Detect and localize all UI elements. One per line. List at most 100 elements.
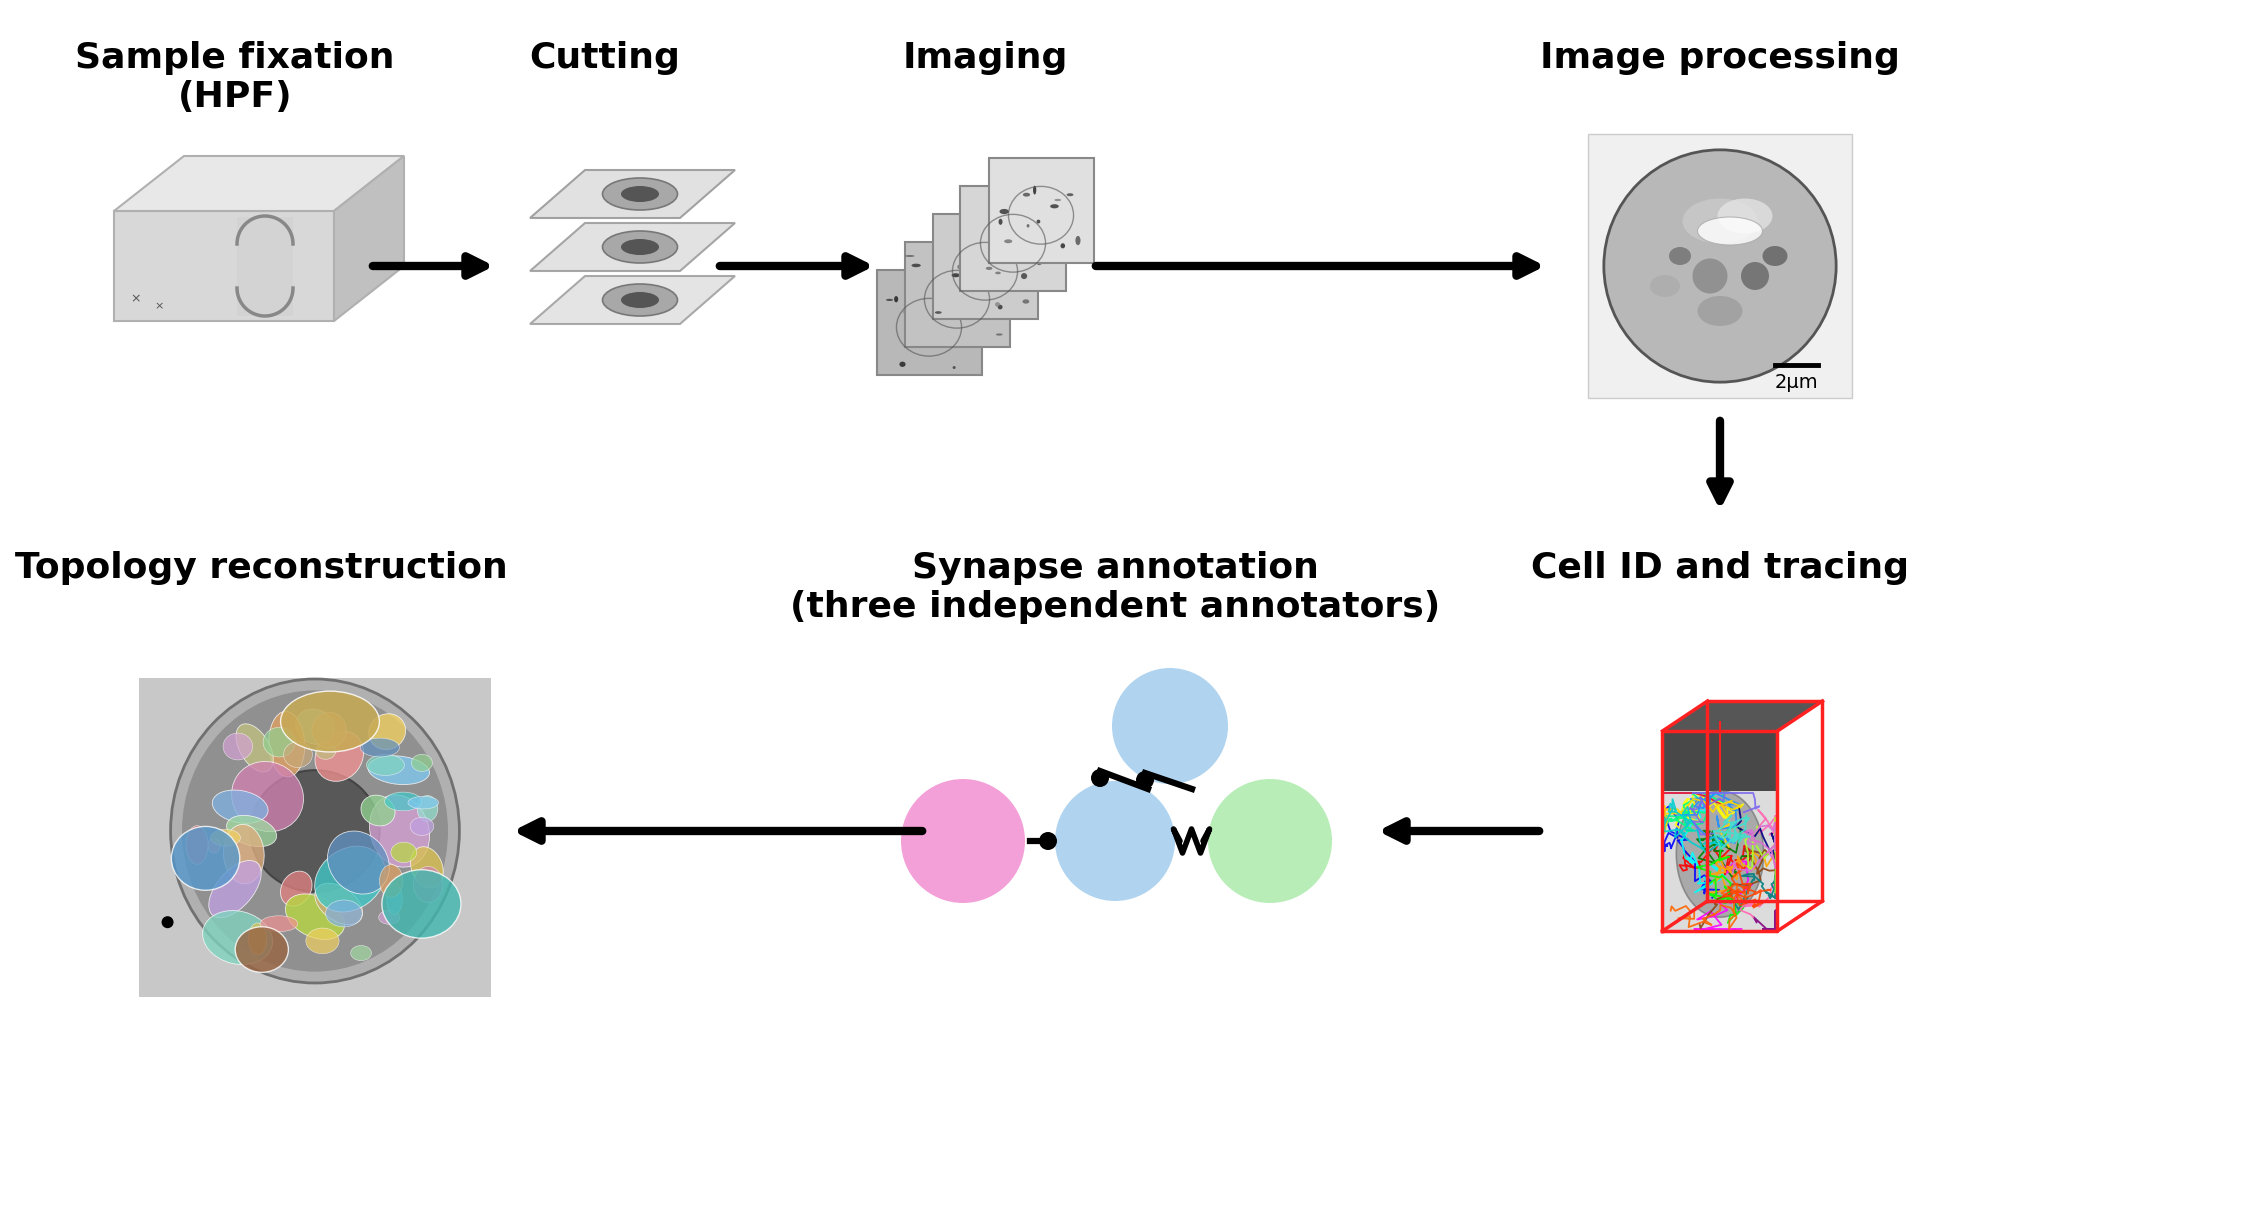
Ellipse shape — [997, 298, 1006, 308]
Ellipse shape — [1040, 192, 1042, 193]
Ellipse shape — [232, 762, 304, 832]
Ellipse shape — [328, 832, 389, 894]
Ellipse shape — [603, 284, 677, 316]
Polygon shape — [115, 156, 405, 211]
Ellipse shape — [1692, 259, 1728, 293]
Ellipse shape — [369, 795, 430, 867]
Ellipse shape — [1033, 186, 1037, 194]
Ellipse shape — [227, 816, 277, 846]
Ellipse shape — [940, 322, 950, 327]
Ellipse shape — [999, 219, 1004, 225]
Ellipse shape — [209, 861, 261, 918]
Polygon shape — [1663, 791, 1778, 930]
Text: Topology reconstruction: Topology reconstruction — [16, 551, 508, 585]
Ellipse shape — [911, 264, 920, 267]
Ellipse shape — [997, 247, 1001, 255]
Ellipse shape — [369, 756, 430, 785]
Text: ×: × — [155, 302, 164, 311]
Ellipse shape — [1024, 228, 1035, 232]
Ellipse shape — [968, 294, 976, 299]
Ellipse shape — [1717, 199, 1773, 233]
Ellipse shape — [970, 289, 974, 297]
Ellipse shape — [904, 308, 914, 316]
Ellipse shape — [326, 900, 362, 927]
Ellipse shape — [286, 894, 344, 939]
Circle shape — [1112, 668, 1228, 784]
Ellipse shape — [236, 724, 272, 772]
Text: Synapse annotation
(three independent annotators): Synapse annotation (three independent an… — [790, 551, 1440, 624]
Ellipse shape — [920, 322, 925, 328]
Ellipse shape — [315, 742, 335, 759]
Ellipse shape — [281, 691, 380, 752]
Ellipse shape — [392, 842, 416, 862]
Ellipse shape — [407, 796, 439, 810]
Ellipse shape — [268, 712, 304, 777]
Bar — [140, 678, 490, 998]
Ellipse shape — [918, 270, 920, 280]
Ellipse shape — [1055, 199, 1062, 201]
Ellipse shape — [1024, 193, 1030, 197]
Ellipse shape — [1004, 239, 1012, 243]
Ellipse shape — [202, 911, 272, 965]
Ellipse shape — [369, 714, 405, 750]
Ellipse shape — [994, 271, 1001, 275]
Ellipse shape — [410, 817, 434, 835]
Text: 2μm: 2μm — [1775, 372, 1818, 392]
Ellipse shape — [603, 231, 677, 263]
Ellipse shape — [940, 302, 950, 305]
Ellipse shape — [380, 864, 403, 897]
Ellipse shape — [893, 295, 898, 303]
Ellipse shape — [621, 239, 659, 255]
Ellipse shape — [997, 305, 1004, 309]
Bar — [904, 242, 1010, 347]
Ellipse shape — [994, 232, 1001, 236]
Text: Image processing: Image processing — [1539, 42, 1899, 74]
Ellipse shape — [171, 827, 241, 890]
Ellipse shape — [360, 795, 396, 825]
Polygon shape — [236, 216, 292, 315]
Ellipse shape — [223, 824, 263, 884]
Polygon shape — [531, 223, 736, 271]
Ellipse shape — [207, 838, 220, 853]
Ellipse shape — [360, 737, 400, 757]
Ellipse shape — [1012, 256, 1022, 259]
Ellipse shape — [1676, 791, 1764, 917]
Ellipse shape — [956, 264, 963, 270]
Ellipse shape — [1696, 295, 1742, 326]
Polygon shape — [531, 170, 736, 219]
Text: Imaging: Imaging — [902, 42, 1069, 74]
Ellipse shape — [943, 282, 950, 288]
Text: Cutting: Cutting — [529, 42, 680, 74]
Ellipse shape — [945, 333, 950, 343]
Ellipse shape — [1026, 242, 1033, 244]
Ellipse shape — [1076, 236, 1080, 245]
Ellipse shape — [952, 366, 956, 369]
Ellipse shape — [994, 281, 999, 284]
Ellipse shape — [1001, 230, 1010, 241]
Ellipse shape — [351, 945, 371, 961]
Polygon shape — [1663, 731, 1778, 791]
Ellipse shape — [963, 263, 965, 267]
Ellipse shape — [412, 755, 432, 772]
Bar — [988, 158, 1094, 263]
Circle shape — [1208, 779, 1332, 904]
Ellipse shape — [248, 923, 268, 955]
Ellipse shape — [378, 911, 400, 924]
Ellipse shape — [968, 280, 970, 288]
Ellipse shape — [250, 770, 380, 891]
Ellipse shape — [315, 846, 385, 912]
Ellipse shape — [963, 294, 970, 304]
Ellipse shape — [410, 846, 443, 888]
Circle shape — [1091, 769, 1109, 788]
Ellipse shape — [261, 916, 297, 932]
Ellipse shape — [1035, 256, 1042, 265]
Bar — [1588, 134, 1852, 398]
Bar — [878, 270, 981, 375]
Ellipse shape — [295, 709, 335, 745]
Ellipse shape — [171, 679, 459, 983]
Ellipse shape — [367, 755, 405, 775]
Ellipse shape — [1022, 274, 1028, 280]
Circle shape — [900, 779, 1026, 904]
Bar — [961, 186, 1066, 291]
Ellipse shape — [306, 928, 340, 954]
